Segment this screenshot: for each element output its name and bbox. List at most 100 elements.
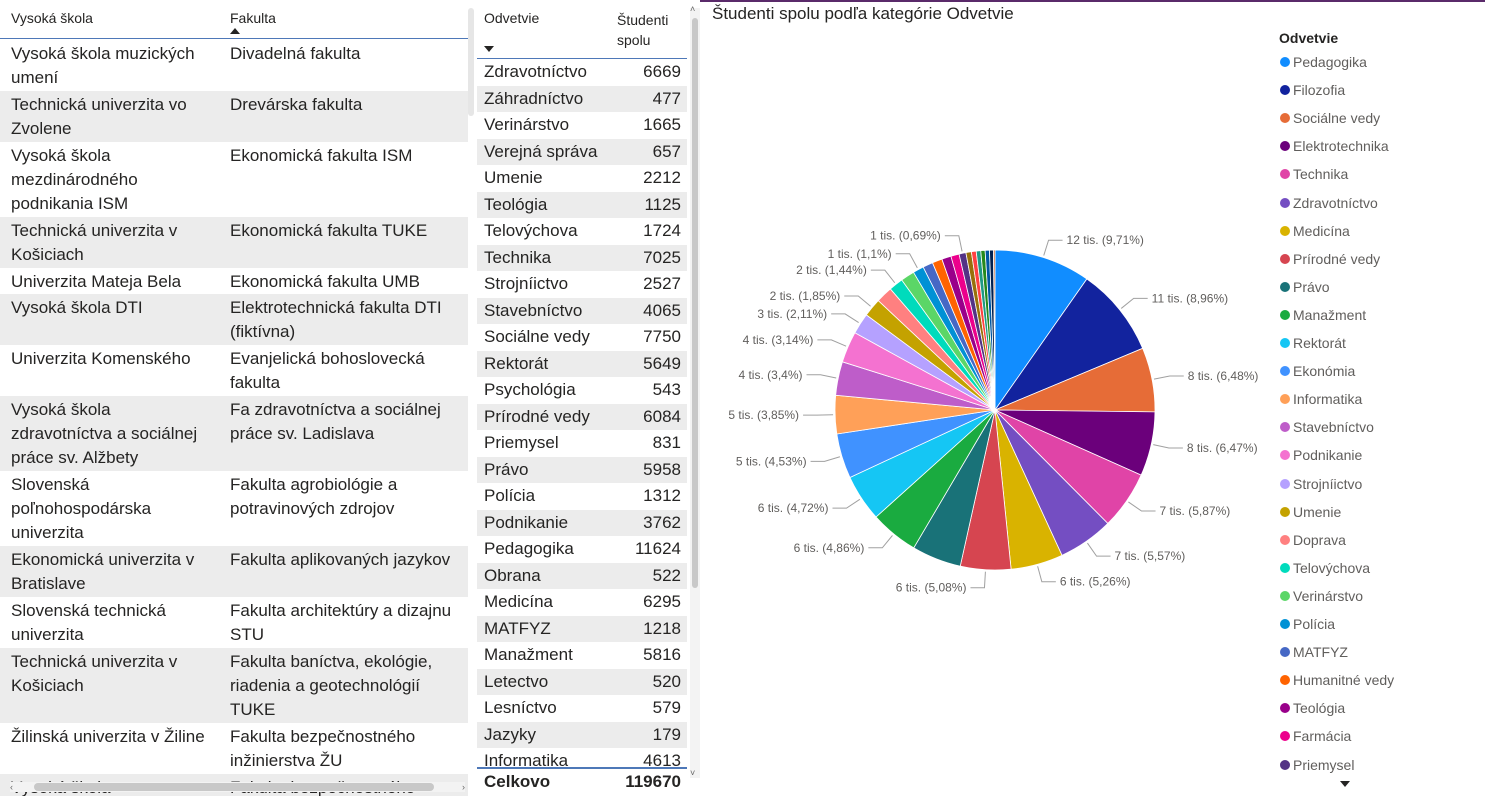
legend-label: Teológia bbox=[1293, 700, 1346, 717]
table-row[interactable]: Prírodné vedy 6084 bbox=[477, 403, 687, 430]
table-row[interactable]: Žilinská univerzita v Žiline Fakulta bezp… bbox=[0, 723, 468, 774]
table-row[interactable]: Vysoká škola mezdinárodného podnikania I… bbox=[0, 142, 468, 217]
sector-cell: Strojníictvo bbox=[484, 274, 569, 293]
table-row[interactable]: Psychológia 543 bbox=[477, 377, 687, 404]
table-row[interactable]: Letectvo 520 bbox=[477, 668, 687, 695]
table-row[interactable]: Zdravotníctvo 6669 bbox=[477, 59, 687, 86]
students-cell: 7750 bbox=[643, 327, 681, 346]
table-row[interactable]: Slovenská technická univerzita Fakulta ar… bbox=[0, 597, 468, 648]
table-header: Vysoká škola Fakulta bbox=[0, 0, 468, 39]
column-header-sector[interactable]: Odvetvie bbox=[484, 10, 540, 26]
table-row[interactable]: Technická univerzita v Košiciach Ekonomic… bbox=[0, 217, 468, 268]
students-cell: 1125 bbox=[644, 194, 681, 214]
legend-dot-icon bbox=[1280, 506, 1290, 517]
legend-label: Technika bbox=[1293, 166, 1349, 183]
table-row[interactable]: Stavebníctvo 4065 bbox=[477, 297, 687, 324]
data-label: 2 tis. (1,44%) bbox=[796, 263, 867, 277]
students-cell: 2527 bbox=[643, 274, 681, 293]
table-row[interactable]: Informatika 4613 bbox=[477, 748, 687, 767]
horizontal-scrollbar[interactable]: ‹ › bbox=[10, 782, 465, 792]
table-row[interactable]: Slovenská poľnohospodárska univerzita Fak… bbox=[0, 471, 468, 546]
table-row[interactable]: Jazyky 179 bbox=[477, 721, 687, 748]
column-header-school[interactable]: Vysoká škola bbox=[11, 10, 93, 26]
table-row[interactable]: Sociálne vedy 7750 bbox=[477, 324, 687, 351]
sort-ascending-icon[interactable] bbox=[230, 28, 240, 34]
data-label-leader bbox=[844, 295, 871, 307]
legend-dot-icon bbox=[1280, 450, 1290, 461]
column-header-students[interactable]: Študenti spolu bbox=[617, 12, 669, 48]
column-header-faculty[interactable]: Fakulta bbox=[230, 10, 276, 26]
data-label: 8 tis. (6,48%) bbox=[1188, 369, 1259, 383]
data-label: 4 tis. (3,14%) bbox=[743, 333, 814, 347]
sector-cell: Právo bbox=[484, 459, 529, 479]
students-cell: 4613 bbox=[643, 751, 681, 767]
school-cell: Vysoká škola zdravotníctva a sociálnej p… bbox=[11, 400, 198, 467]
sector-cell: Rektorát bbox=[484, 353, 549, 373]
table-row[interactable]: Vysoká škola zdravotníctva a sociálnej p… bbox=[0, 396, 468, 471]
table-row[interactable]: Obrana 522 bbox=[477, 562, 687, 589]
sector-cell: Sociálne vedy bbox=[484, 327, 590, 346]
table-row[interactable]: Podnikanie 3762 bbox=[477, 509, 687, 536]
table-row[interactable]: Lesníctvo 579 bbox=[477, 695, 687, 722]
legend-dot-icon bbox=[1280, 169, 1290, 180]
scrollbar-thumb[interactable] bbox=[34, 783, 434, 791]
legend-dot-icon bbox=[1280, 562, 1290, 573]
total-row: Celkovo 119670 bbox=[477, 767, 687, 796]
legend-dot-icon bbox=[1280, 366, 1290, 377]
students-cell: 1665 bbox=[643, 115, 681, 134]
table-row[interactable]: Strojníictvo 2527 bbox=[477, 271, 687, 298]
pie-slice[interactable] bbox=[994, 249, 1088, 412]
table-row[interactable]: Záhradníctvo 477 bbox=[477, 85, 687, 112]
table-row[interactable]: Právo 5958 bbox=[477, 456, 687, 483]
students-cell: 5649 bbox=[643, 353, 681, 373]
table-row[interactable]: Technická univerzita v Košiciach Fakulta … bbox=[0, 648, 468, 723]
scroll-down-icon[interactable]: ˅ bbox=[690, 768, 696, 778]
legend-dot-icon bbox=[1280, 57, 1290, 67]
sector-cell: Stavebníctvo bbox=[484, 300, 583, 320]
table-body: Zdravotníctvo 6669 Záhradníctvo 477 Verinárs… bbox=[477, 59, 687, 767]
faculty-cell: Fakulta aplikovaných jazykov bbox=[230, 550, 451, 569]
school-cell: Slovenská technická univerzita bbox=[11, 601, 166, 644]
data-label: 1 tis. (0,69%) bbox=[870, 229, 941, 243]
legend-label: Polícia bbox=[1293, 616, 1336, 632]
sort-descending-icon[interactable] bbox=[484, 46, 494, 52]
vertical-scrollbar[interactable]: ˄ ˅ bbox=[690, 4, 700, 778]
table-row[interactable]: Univerzita Mateja Bela Ekonomická fakulta… bbox=[0, 268, 468, 294]
table-row[interactable]: Verejná správa 657 bbox=[477, 138, 687, 165]
scroll-right-icon[interactable]: › bbox=[462, 782, 465, 792]
legend-dot-icon bbox=[1280, 422, 1290, 433]
table-row[interactable]: Univerzita Komenského Evanjelická bohoslo… bbox=[0, 345, 468, 396]
scroll-left-icon[interactable]: ‹ bbox=[10, 782, 13, 792]
scroll-up-icon[interactable]: ˄ bbox=[690, 4, 696, 14]
pie-slice[interactable] bbox=[993, 278, 1144, 411]
pie-slice[interactable] bbox=[993, 249, 996, 411]
table-row[interactable]: Medicína 6295 bbox=[477, 589, 687, 616]
table-row[interactable]: Ekonomická univerzita v Bratislave Fakult… bbox=[0, 546, 468, 597]
school-cell: Technická univerzita v Košiciach bbox=[11, 652, 178, 695]
legend-more-icon[interactable] bbox=[1340, 781, 1350, 787]
legend-dot-icon bbox=[1280, 309, 1290, 320]
students-cell: 6669 bbox=[643, 62, 681, 81]
table-row[interactable]: Telovýchova 1724 bbox=[477, 218, 687, 245]
table-row[interactable]: Vysoká škola DTI Elektrotechnická fakulta… bbox=[0, 294, 468, 345]
legend-label: Manažment bbox=[1293, 306, 1367, 323]
table-row[interactable]: Umenie 2212 bbox=[477, 165, 687, 192]
table-row[interactable]: Verinárstvo 1665 bbox=[477, 112, 687, 139]
table-row[interactable]: Pedagogika 11624 bbox=[477, 536, 687, 563]
table-row[interactable]: Manažment 5816 bbox=[477, 642, 687, 669]
table-row[interactable]: MATFYZ 1218 bbox=[477, 615, 687, 642]
table-row[interactable]: Polícia 1312 bbox=[477, 483, 687, 510]
scrollbar-thumb[interactable] bbox=[692, 18, 698, 588]
vertical-scrollbar[interactable] bbox=[468, 8, 474, 116]
table-row[interactable]: Priemysel 831 bbox=[477, 430, 687, 457]
faculty-cell: Fakulta bezpečnostného inžinierstva ŽU bbox=[230, 727, 416, 770]
table-row[interactable]: Technická univerzita vo Zvolene Drevárska… bbox=[0, 91, 468, 142]
school-cell: Univerzita Mateja Bela bbox=[11, 272, 182, 291]
table-row[interactable]: Teológia 1125 bbox=[477, 191, 687, 218]
sector-cell: Verejná správa bbox=[484, 141, 598, 161]
table-row[interactable]: Vysoká škola muzických umení Divadelná fa… bbox=[0, 40, 468, 91]
table-row[interactable]: Technika 7025 bbox=[477, 244, 687, 271]
data-label: 6 tis. (5,26%) bbox=[1060, 575, 1131, 589]
table-row[interactable]: Rektorát 5649 bbox=[477, 350, 687, 377]
sector-cell: Priemysel bbox=[484, 433, 559, 452]
